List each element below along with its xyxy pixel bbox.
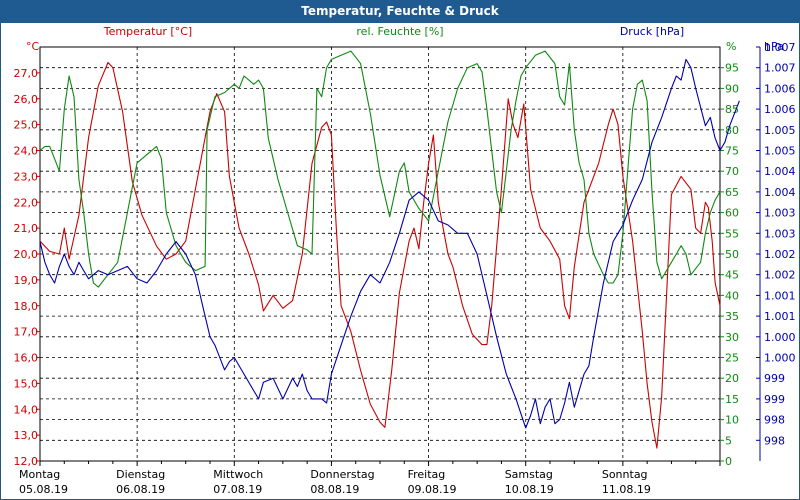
humidity-tick-label: 90: [725, 82, 739, 95]
temperature-tick-label: 17,0: [14, 326, 39, 339]
pressure-tick-label: 1.007: [764, 62, 796, 75]
date-label: 08.08.19: [310, 483, 359, 496]
temperature-tick-label: 27,0: [14, 67, 39, 80]
pressure-tick-label: 1.001: [764, 289, 796, 302]
temperature-tick-label: 26,0: [14, 93, 39, 106]
day-label: Freitag: [408, 468, 446, 481]
series-humidity-line: [39, 50, 721, 288]
pressure-tick-label: 1.007: [764, 41, 796, 54]
temperature-tick-label: 23,0: [14, 170, 39, 183]
humidity-tick-label: 10: [725, 414, 739, 427]
humidity-tick-label: 25: [725, 352, 739, 365]
humidity-tick-label: 35: [725, 310, 739, 323]
humidity-axis-title: rel. Feuchte [%]: [356, 25, 443, 38]
pressure-tick-label: 1.006: [764, 82, 796, 95]
temperature-tick-label: 22,0: [14, 196, 39, 209]
temperature-tick-label: 20,0: [14, 248, 39, 261]
temperature-axis-title: Temperatur [°C]: [103, 25, 192, 38]
humidity-unit-label: %: [726, 40, 736, 53]
pressure-tick-label: 1.006: [764, 103, 796, 116]
humidity-tick-label: 60: [725, 207, 739, 220]
axis-labels: Temperatur [°C] rel. Feuchte [%] Druck […: [26, 25, 784, 53]
temperature-tick-label: 25,0: [14, 119, 39, 132]
pressure-axis-title: Druck [hPa]: [620, 25, 684, 38]
temperature-unit-label: °C: [26, 40, 40, 53]
pressure-tick-label: 1.001: [764, 310, 796, 323]
humidity-tick-label: 80: [725, 124, 739, 137]
humidity-tick-label: 70: [725, 165, 739, 178]
humidity-tick-label: 0: [725, 455, 732, 468]
series-pressure-line: [39, 58, 740, 429]
pressure-tick-label: 1.003: [764, 207, 796, 220]
pressure-tick-label: 1.000: [764, 352, 796, 365]
date-label: 06.08.19: [116, 483, 165, 496]
day-label: Samstag: [505, 468, 553, 481]
day-label: Donnerstag: [310, 468, 374, 481]
humidity-tick-label: 95: [725, 62, 739, 75]
humidity-tick-label: 75: [725, 145, 739, 158]
grid-lines: [39, 47, 721, 462]
day-label: Dienstag: [116, 468, 165, 481]
day-label: Montag: [19, 468, 60, 481]
pressure-unit-label: hPa: [764, 40, 784, 53]
weather-chart: 12,0 13,0 14,0 15,0 16,0 17,0 18,0 19,0 20,0 21,0…: [14, 25, 796, 496]
date-label: 10.08.19: [505, 483, 554, 496]
temperature-tick-label: 24,0: [14, 145, 39, 158]
pressure-tick-label: 1.004: [764, 186, 796, 199]
date-label: 05.08.19: [19, 483, 68, 496]
data-series: [39, 50, 740, 449]
pressure-tick-label: 1.005: [764, 124, 796, 137]
pressure-tick-label: 1.002: [764, 269, 796, 282]
temperature-tick-label: 15,0: [14, 377, 39, 390]
pressure-tick-label: 998: [764, 434, 785, 447]
temperature-tick-label: 12,0: [14, 455, 39, 468]
day-label: Mittwoch: [213, 468, 263, 481]
temperature-tick-label: 21,0: [14, 222, 39, 235]
pressure-tick-label: 1.000: [764, 331, 796, 344]
pressure-tick-label: 1.002: [764, 248, 796, 261]
humidity-tick-label: 5: [725, 434, 732, 447]
date-label: 07.08.19: [213, 483, 262, 496]
date-label: 09.08.19: [408, 483, 457, 496]
humidity-tick-label: 55: [725, 227, 739, 240]
pressure-tick-label: 1.005: [764, 145, 796, 158]
humidity-tick-label: 65: [725, 186, 739, 199]
pressure-tick-label: 998: [764, 414, 785, 427]
day-label: Sonntag: [602, 468, 648, 481]
humidity-tick-label: 85: [725, 103, 739, 116]
humidity-tick-label: 20: [725, 372, 739, 385]
axes: 12,0 13,0 14,0 15,0 16,0 17,0 18,0 19,0 20,0 21,0…: [14, 41, 796, 496]
humidity-tick-label: 40: [725, 289, 739, 302]
temperature-tick-label: 18,0: [14, 300, 39, 313]
humidity-tick-label: 45: [725, 269, 739, 282]
humidity-tick-label: 15: [725, 393, 739, 406]
series-temperature-line: [39, 61, 721, 449]
humidity-tick-label: 30: [725, 331, 739, 344]
pressure-tick-label: 1.003: [764, 227, 796, 240]
date-label: 11.08.19: [602, 483, 651, 496]
pressure-tick-label: 1.004: [764, 165, 796, 178]
pressure-tick-label: 999: [764, 393, 785, 406]
temperature-tick-label: 13,0: [14, 429, 39, 442]
pressure-tick-label: 999: [764, 372, 785, 385]
temperature-tick-label: 14,0: [14, 403, 39, 416]
temperature-tick-label: 16,0: [14, 352, 39, 365]
chart-title: Temperatur, Feuchte & Druck: [0, 0, 800, 22]
temperature-tick-label: 19,0: [14, 274, 39, 287]
humidity-tick-label: 50: [725, 248, 739, 261]
